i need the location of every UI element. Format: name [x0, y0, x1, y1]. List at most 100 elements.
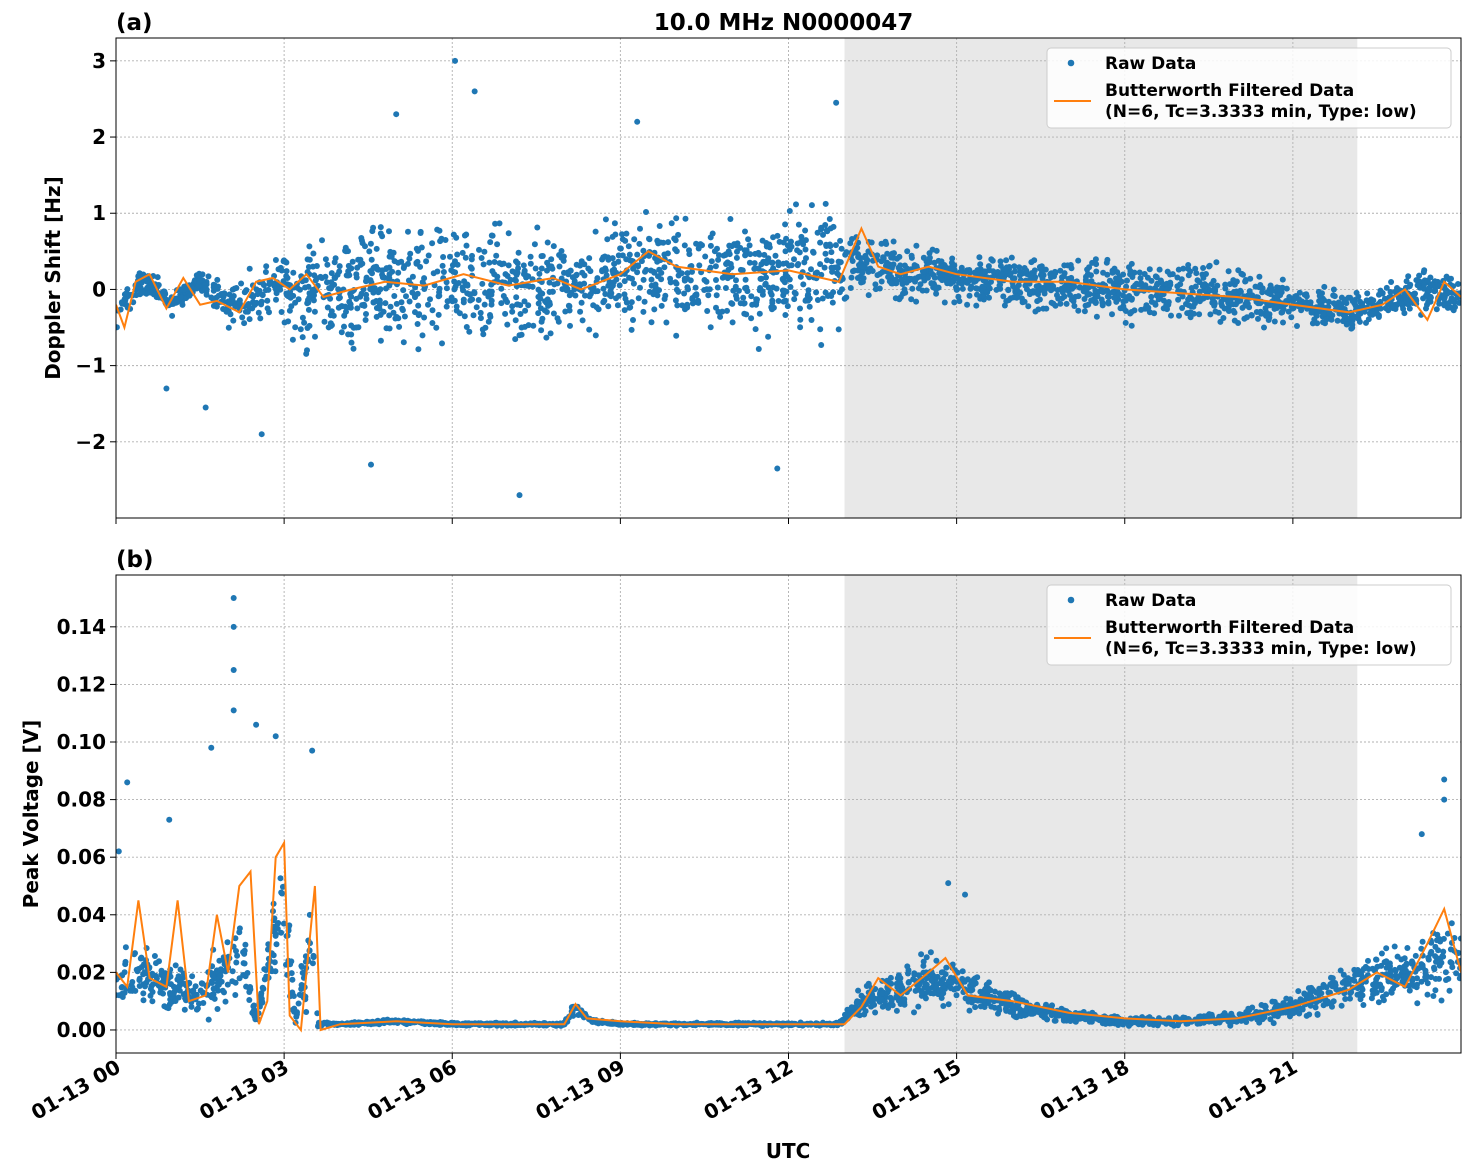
raw-data-point — [217, 972, 224, 979]
raw-data-point — [832, 242, 839, 249]
raw-data-point — [1238, 1017, 1245, 1024]
raw-data-point — [931, 259, 938, 266]
raw-data-point — [153, 975, 160, 982]
raw-data-point — [234, 952, 241, 959]
raw-data-point — [240, 960, 247, 967]
raw-data-point — [590, 302, 597, 309]
raw-data-point — [634, 269, 641, 276]
raw-data-point — [1156, 266, 1163, 273]
raw-data-point — [587, 268, 594, 275]
raw-data-point — [712, 263, 719, 270]
raw-data-point — [1190, 303, 1197, 310]
raw-data-point — [668, 220, 675, 227]
raw-data-point — [450, 268, 457, 275]
raw-data-point — [224, 981, 231, 988]
x-axis-label: UTC — [766, 1139, 811, 1163]
raw-data-point — [482, 324, 489, 331]
raw-data-point — [558, 248, 565, 254]
raw-data-point — [872, 1009, 879, 1016]
raw-data-point — [362, 317, 369, 323]
raw-data-point — [798, 238, 804, 245]
raw-data-point — [788, 238, 794, 245]
raw-data-point — [1180, 265, 1187, 272]
raw-data-point — [1111, 265, 1118, 272]
raw-data-point — [803, 297, 809, 303]
raw-data-point — [684, 270, 691, 277]
raw-data-point — [1207, 311, 1214, 318]
raw-data-point — [512, 317, 519, 324]
raw-data-point — [784, 274, 791, 280]
raw-data-point — [1192, 265, 1199, 272]
raw-data-point — [370, 299, 377, 306]
raw-data-point — [1392, 967, 1399, 974]
raw-data-point — [199, 271, 206, 278]
raw-data-point — [281, 257, 287, 264]
raw-data-point — [121, 989, 128, 996]
raw-data-point — [1145, 304, 1152, 311]
raw-data-point — [423, 258, 430, 265]
raw-data-point — [998, 271, 1005, 278]
raw-data-point — [1014, 286, 1020, 293]
raw-data-point — [271, 280, 278, 287]
raw-data-point — [1404, 945, 1411, 951]
raw-data-point — [717, 313, 724, 320]
raw-data-point — [1085, 301, 1092, 308]
raw-data-point — [626, 274, 633, 281]
raw-data-point — [638, 258, 645, 265]
raw-data-point — [713, 304, 719, 311]
raw-data-point — [1421, 267, 1428, 274]
raw-data-point — [452, 258, 458, 265]
raw-data-point — [386, 253, 393, 260]
raw-data-point — [1296, 1010, 1303, 1017]
raw-data-point — [617, 245, 624, 252]
raw-data-point — [1176, 312, 1182, 319]
raw-data-point — [772, 252, 779, 259]
raw-data-point — [488, 232, 495, 239]
raw-data-point — [936, 987, 943, 994]
legend-filtered-label-line2: (N=6, Tc=3.3333 min, Type: low) — [1105, 639, 1417, 659]
raw-data-point — [348, 265, 355, 272]
raw-data-point — [912, 278, 918, 285]
raw-data-point — [214, 276, 221, 283]
raw-data-point — [904, 248, 911, 255]
raw-data-point — [414, 321, 421, 327]
raw-data-point — [287, 294, 294, 301]
raw-data-point — [1063, 286, 1070, 293]
raw-data-point — [1354, 967, 1361, 973]
raw-data-point — [911, 1009, 917, 1016]
raw-data-point — [643, 209, 649, 215]
filtered-data-line — [116, 225, 1461, 331]
raw-data-point — [719, 274, 726, 281]
raw-data-point — [491, 259, 498, 265]
raw-data-point — [554, 280, 561, 287]
raw-data-point — [1457, 935, 1461, 942]
raw-data-point — [163, 1004, 170, 1011]
raw-data-point — [1413, 277, 1420, 284]
raw-data-point — [479, 280, 486, 287]
raw-data-point — [274, 920, 281, 927]
raw-data-point — [1245, 1005, 1252, 1012]
raw-data-point — [922, 995, 929, 1002]
y-tick-label: 0.06 — [57, 845, 106, 869]
raw-data-point — [859, 263, 866, 270]
raw-data-point — [358, 235, 365, 241]
raw-data-point — [1338, 303, 1345, 310]
raw-data-point — [648, 319, 655, 326]
raw-data-point — [992, 988, 998, 995]
raw-data-point — [849, 236, 855, 242]
raw-data-point — [854, 267, 861, 274]
raw-data-point — [966, 1007, 973, 1014]
raw-data-point — [348, 293, 355, 300]
raw-data-point — [301, 319, 308, 326]
raw-data-point — [1447, 946, 1454, 953]
raw-data-point — [287, 288, 294, 295]
raw-data-point — [467, 264, 474, 271]
raw-data-point — [511, 269, 518, 276]
raw-data-point — [1237, 288, 1244, 295]
raw-data-point — [993, 286, 1000, 293]
raw-data-point — [1373, 983, 1380, 990]
raw-data-point — [324, 304, 331, 311]
raw-data-point — [1441, 796, 1448, 803]
raw-data-point — [149, 989, 156, 995]
raw-data-point — [765, 333, 772, 340]
